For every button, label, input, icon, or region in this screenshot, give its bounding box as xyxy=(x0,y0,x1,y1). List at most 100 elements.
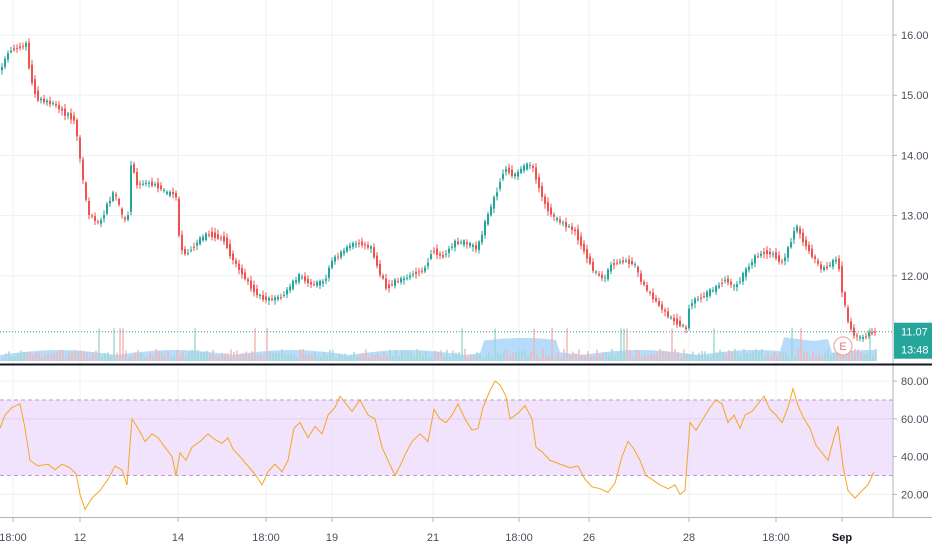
volume-bar xyxy=(818,353,820,361)
price-tick-label: 16.00 xyxy=(901,30,929,42)
candle-body xyxy=(157,182,159,189)
candle-body xyxy=(145,182,147,184)
candle-body xyxy=(838,258,840,270)
volume-bar xyxy=(437,351,439,361)
volume-bar xyxy=(641,356,643,361)
volume-bar xyxy=(758,351,760,361)
volume-bar xyxy=(68,351,70,361)
last-price-label: 11.07 xyxy=(901,327,928,339)
candle-body xyxy=(562,222,564,224)
volume-bar xyxy=(215,355,217,361)
candle-body xyxy=(817,260,819,264)
earnings-marker-label: E xyxy=(839,341,846,353)
volume-bar xyxy=(344,353,346,361)
volume-bar xyxy=(440,350,442,361)
candle-body xyxy=(379,263,381,276)
candle-body xyxy=(409,275,411,278)
candle-body xyxy=(418,271,420,273)
time-tick-label: 14 xyxy=(172,532,184,544)
volume-bar xyxy=(104,353,106,361)
candle-body xyxy=(217,234,219,239)
osc-tick-label: 20.00 xyxy=(901,489,929,501)
candle-body xyxy=(316,281,318,286)
candle-body xyxy=(517,171,519,177)
volume-bar xyxy=(332,350,334,361)
oscillator-band xyxy=(0,399,893,476)
volume-bar xyxy=(737,353,739,361)
candle-body xyxy=(706,291,708,298)
candle-body xyxy=(553,214,555,217)
candle-body xyxy=(574,229,576,232)
volume-bar xyxy=(47,352,49,361)
volume-bar xyxy=(383,350,385,361)
candle-body xyxy=(595,271,597,273)
volume-bar xyxy=(17,353,19,361)
candle-body xyxy=(568,226,570,228)
volume-bar xyxy=(776,355,778,361)
candle-body xyxy=(664,309,666,312)
candle-body xyxy=(484,221,486,236)
volume-bar xyxy=(785,352,787,361)
candle-body xyxy=(685,327,687,330)
volume-bar xyxy=(491,355,493,361)
candle-body xyxy=(184,248,186,255)
candle-body xyxy=(160,185,162,190)
volume-bar xyxy=(317,356,319,361)
candle-body xyxy=(679,320,681,327)
volume-bar xyxy=(239,354,241,361)
volume-bar xyxy=(50,354,52,361)
last-price-badge[interactable] xyxy=(894,322,932,359)
candle-body xyxy=(715,286,717,292)
candle-body xyxy=(805,239,807,247)
time-tick-label: 18:00 xyxy=(762,532,790,544)
candle-body xyxy=(31,64,33,83)
candle-body xyxy=(88,200,90,216)
candle-body xyxy=(826,266,828,269)
candle-body xyxy=(301,276,303,278)
volume-bar xyxy=(119,328,121,361)
candle-body xyxy=(139,183,141,185)
volume-bar xyxy=(410,351,412,361)
volume-bar xyxy=(464,348,466,361)
volume-bar xyxy=(212,349,214,361)
volume-bar xyxy=(569,355,571,361)
volume-bar xyxy=(32,355,34,361)
candle-body xyxy=(352,243,354,247)
volume-bar xyxy=(242,353,244,361)
candle-body xyxy=(214,232,216,238)
volume-bar xyxy=(704,351,706,361)
candle-body xyxy=(430,254,432,259)
candle-body xyxy=(457,241,459,244)
volume-bar xyxy=(845,350,847,361)
candle-body xyxy=(451,246,453,248)
candle-body xyxy=(40,98,42,101)
volume-bar xyxy=(632,357,634,361)
volume-bar xyxy=(542,348,544,361)
candle-body xyxy=(166,191,168,194)
candle-body xyxy=(742,273,744,282)
volume-bar xyxy=(140,353,142,361)
earnings-marker[interactable] xyxy=(833,336,853,356)
volume-bar xyxy=(176,349,178,361)
candle-body xyxy=(64,108,66,116)
candle-body xyxy=(667,311,669,318)
volume-bar xyxy=(275,352,277,361)
candle-body xyxy=(367,244,369,248)
volume-bar xyxy=(431,357,433,361)
candle-body xyxy=(178,198,180,236)
candle-body xyxy=(283,295,285,297)
volume-bar xyxy=(449,357,451,361)
volume-bar xyxy=(692,351,694,361)
volume-bar xyxy=(80,350,82,361)
candle-body xyxy=(238,263,240,270)
volume-bar xyxy=(644,353,646,361)
volume-bar xyxy=(131,356,133,361)
volume-bar xyxy=(95,350,97,361)
candle-body xyxy=(253,284,255,292)
candle-body xyxy=(133,164,135,173)
candle-body xyxy=(193,247,195,249)
candle-body xyxy=(103,215,105,219)
candle-body xyxy=(844,292,846,306)
candle-body xyxy=(439,253,441,256)
